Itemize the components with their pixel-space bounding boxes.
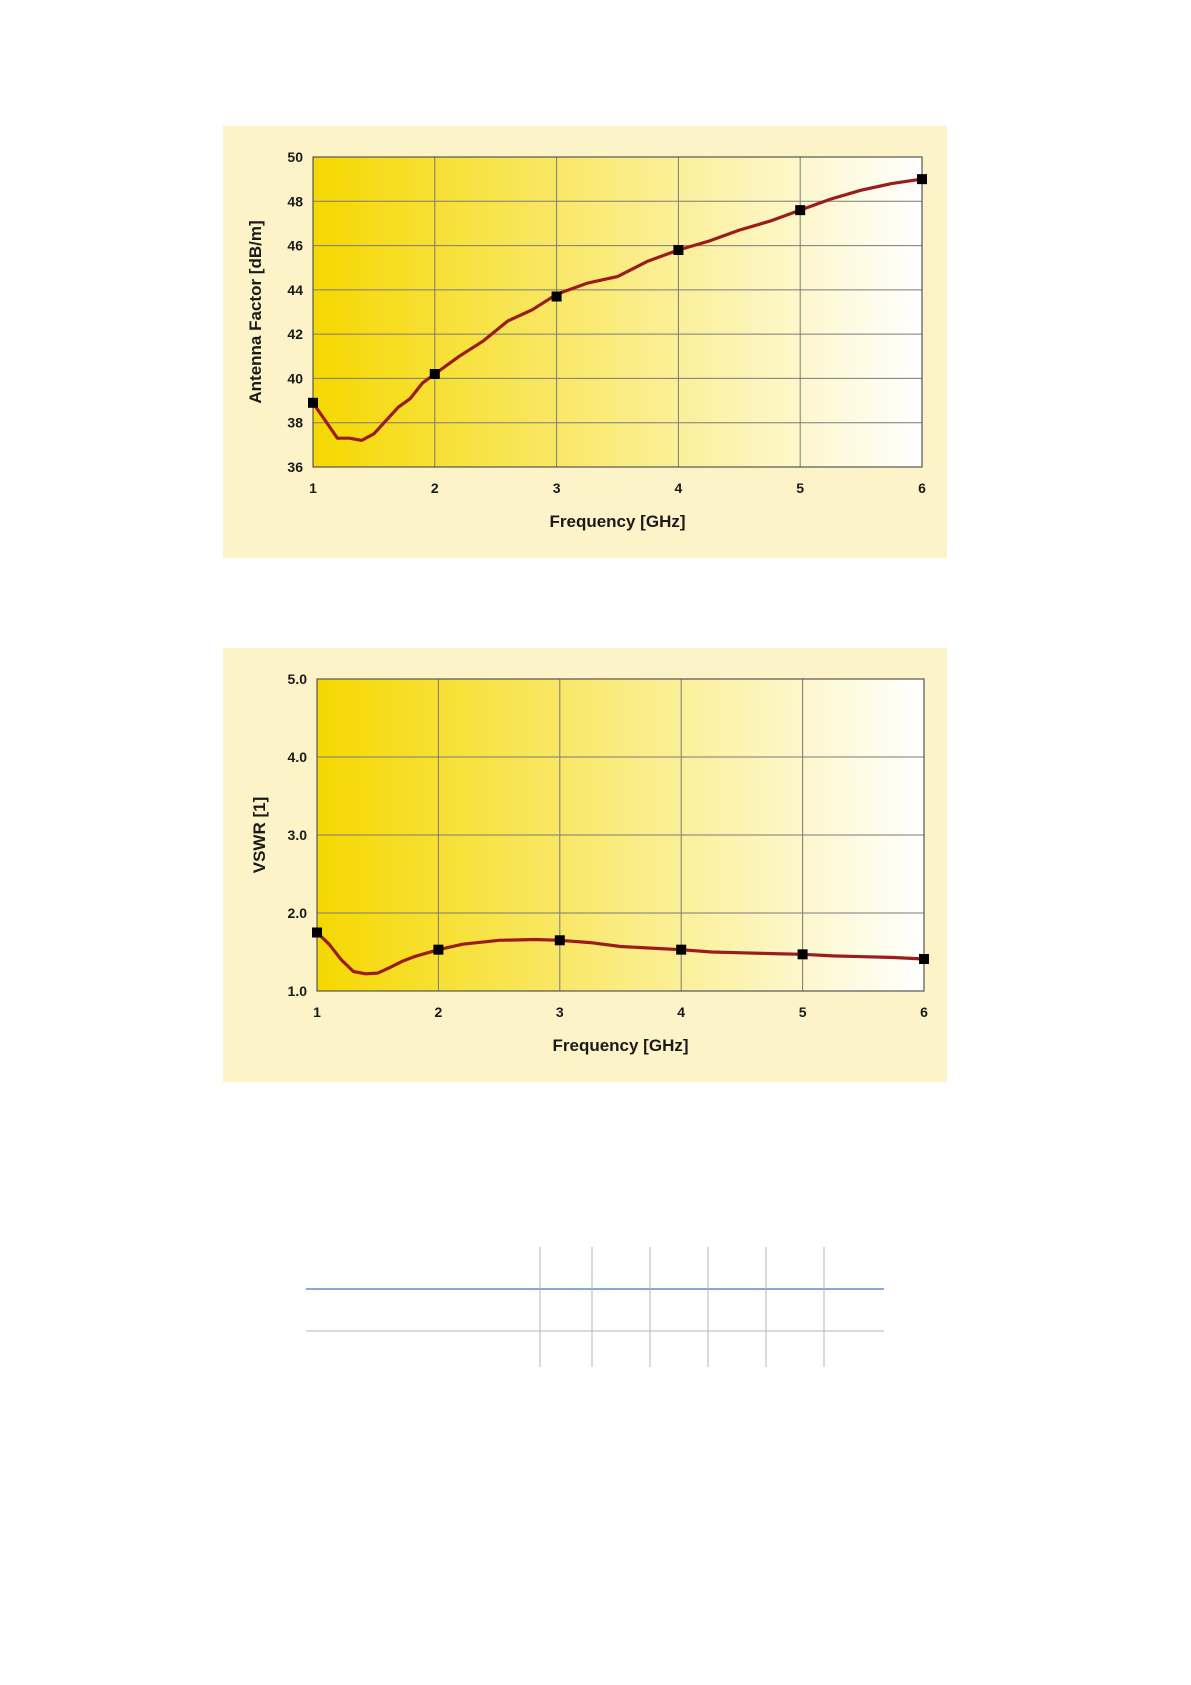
x-axis-title: Frequency [GHz] [549,512,685,531]
y-tick-label: 3.0 [288,827,308,843]
y-tick-label: 36 [287,459,303,475]
x-tick-label: 6 [920,1004,928,1020]
y-tick-label: 38 [287,415,303,431]
data-marker [797,949,808,960]
plot-border [316,678,925,992]
plot-border [312,156,923,468]
data-marker [554,935,565,946]
y-tick-label: 44 [287,282,303,298]
x-tick-label: 1 [309,480,317,496]
x-tick-label: 5 [796,480,804,496]
data-marker [676,944,687,955]
data-marker [551,291,562,302]
x-tick-label: 2 [431,480,439,496]
data-marker [917,174,927,185]
data-marker [433,944,444,955]
series-line [311,177,924,442]
series-line [315,930,926,976]
x-tick-label: 6 [918,480,926,496]
y-tick-label: 4.0 [288,749,308,765]
data-marker [308,397,318,408]
table-grid-lines [306,1247,884,1367]
x-tick-label: 3 [556,1004,564,1020]
data-marker [795,205,806,216]
x-axis-title: Frequency [GHz] [552,1036,688,1055]
y-tick-label: 42 [287,326,303,342]
antenna-factor-chart: 1 2 3 4 5 6 36 38 40 42 44 46 48 50 Frequency [GHz] Ant… [223,126,947,558]
chart-svg: 1 2 3 4 5 6 1.0 2.0 3.0 4.0 5.0 Frequency [GHz] VSWR… [223,648,947,1082]
y-tick-label: 46 [287,238,303,254]
data-marker [919,954,929,965]
data-marker [429,369,440,379]
chart-svg: 1 2 3 4 5 6 36 38 40 42 44 46 48 50 Frequency [GHz] Ant… [223,126,947,558]
empty-table-grid [306,1247,884,1367]
y-axis-title: Antenna Factor [dB/m] [246,220,265,403]
y-tick-label: 1.0 [288,983,308,999]
x-tick-label: 5 [799,1004,807,1020]
y-tick-label: 5.0 [288,671,308,687]
data-marker [312,927,322,938]
y-tick-label: 40 [287,370,303,386]
y-tick-label: 50 [287,149,303,165]
y-tick-label: 2.0 [288,905,308,921]
y-axis-title: VSWR [1] [250,797,269,874]
x-tick-label: 2 [435,1004,443,1020]
x-tick-label: 1 [313,1004,321,1020]
plot-area [313,157,922,467]
x-tick-label: 3 [553,480,561,496]
vswr-chart: 1 2 3 4 5 6 1.0 2.0 3.0 4.0 5.0 Frequency [GHz] VSWR… [223,648,947,1082]
y-tick-label: 48 [287,193,303,209]
data-marker [673,245,684,255]
x-tick-label: 4 [675,480,683,496]
x-tick-label: 4 [677,1004,685,1020]
